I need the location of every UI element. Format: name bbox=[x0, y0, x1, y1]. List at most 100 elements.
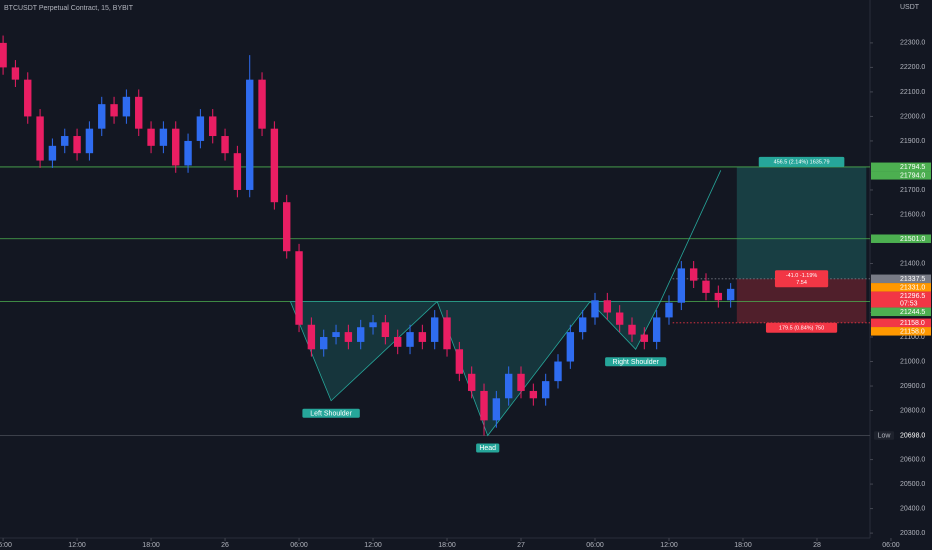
pattern-label-box bbox=[605, 357, 667, 367]
candle-body bbox=[24, 79, 32, 117]
candle-body bbox=[443, 317, 451, 350]
price-label: 21337.5 bbox=[900, 276, 925, 283]
position-label-box bbox=[774, 270, 829, 288]
position-label: -41.0 -1.19% bbox=[786, 273, 818, 279]
position-label-box bbox=[765, 322, 838, 333]
candle-body bbox=[258, 79, 266, 129]
x-tick-label: 06:00 bbox=[586, 542, 604, 549]
price-label-box bbox=[871, 431, 931, 440]
position-label: 7.54 bbox=[796, 280, 807, 286]
y-tick-label: 22200.0 bbox=[900, 64, 925, 71]
price-label: 21158.0 bbox=[900, 320, 925, 327]
y-tick-label: 21400.0 bbox=[900, 260, 925, 267]
price-label: 21331.0 bbox=[900, 284, 925, 291]
price-tag: Low bbox=[878, 433, 892, 440]
x-tick-label: 18:00 bbox=[438, 542, 456, 549]
candle-body bbox=[381, 322, 390, 338]
candle-body bbox=[640, 334, 649, 342]
pattern-label: Left Shoulder bbox=[310, 410, 352, 417]
price-label-box bbox=[871, 307, 931, 317]
candle-body bbox=[307, 324, 316, 350]
y-tick-label: 22100.0 bbox=[900, 89, 925, 96]
x-tick-label: 06:00 bbox=[290, 542, 308, 549]
candle-body bbox=[159, 128, 168, 146]
candle-body bbox=[430, 317, 439, 342]
x-tick-label: 12:00 bbox=[68, 542, 86, 549]
candle-body bbox=[61, 136, 69, 146]
candle-body bbox=[147, 128, 155, 146]
candle-body bbox=[98, 104, 106, 129]
candle-body bbox=[628, 324, 636, 335]
x-tick-label: 28 bbox=[813, 542, 821, 549]
candle-body bbox=[122, 96, 131, 117]
candle-body bbox=[85, 128, 94, 154]
candle-body bbox=[665, 302, 673, 318]
candle-body bbox=[295, 251, 303, 325]
candle-body bbox=[566, 332, 575, 362]
price-label-box bbox=[871, 274, 931, 284]
candle-body bbox=[517, 373, 525, 391]
candle-body bbox=[36, 116, 44, 161]
candle-body bbox=[369, 322, 377, 328]
currency-label: USDT bbox=[900, 4, 920, 11]
candle-body bbox=[714, 292, 723, 301]
candle-body bbox=[73, 136, 81, 154]
x-tick-label: 26 bbox=[221, 542, 229, 549]
y-tick-label: 21000.0 bbox=[900, 358, 925, 365]
candle-body bbox=[320, 337, 328, 350]
x-tick-label: 12:00 bbox=[660, 542, 678, 549]
candle-body bbox=[393, 337, 402, 347]
candle-body bbox=[726, 288, 735, 301]
price-label-box bbox=[871, 318, 931, 328]
candle-body bbox=[110, 104, 118, 117]
candle-body bbox=[48, 145, 57, 161]
price-label: 21244.5 bbox=[900, 309, 925, 316]
candle-body bbox=[11, 67, 20, 80]
candle-body bbox=[677, 268, 686, 303]
x-tick-label: 18:00 bbox=[734, 542, 752, 549]
price-label-box bbox=[871, 327, 931, 336]
chart-title: BTCUSDT Perpetual Contract, 15, BYBIT bbox=[4, 5, 134, 12]
candle-body bbox=[283, 202, 291, 252]
candle-body bbox=[135, 96, 143, 129]
price-label-box bbox=[871, 283, 931, 292]
candle-body bbox=[357, 327, 365, 342]
y-tick-label: 20500.0 bbox=[900, 481, 925, 488]
y-tick-label: 21900.0 bbox=[900, 138, 925, 145]
candle-body bbox=[578, 317, 587, 333]
y-tick-label: 20300.0 bbox=[900, 530, 925, 537]
y-tick-label: 20400.0 bbox=[900, 505, 925, 512]
candle-body bbox=[172, 128, 180, 166]
candle-body bbox=[270, 128, 279, 203]
pattern-projection bbox=[659, 170, 722, 302]
candle-body bbox=[209, 116, 217, 137]
price-label-box bbox=[871, 291, 931, 308]
candle-body bbox=[233, 153, 242, 190]
candle-body bbox=[603, 300, 612, 313]
pattern-label-box bbox=[476, 443, 500, 453]
candle-body bbox=[418, 332, 427, 342]
price-label: 21158.0 bbox=[900, 328, 925, 335]
candle-body bbox=[492, 398, 501, 421]
price-label: 21296.5 bbox=[900, 293, 925, 300]
x-tick-label: 12:00 bbox=[364, 542, 382, 549]
candle-body bbox=[591, 300, 599, 318]
candle-body bbox=[480, 390, 488, 421]
candle-body bbox=[0, 42, 7, 68]
x-tick-label: 18:00 bbox=[142, 542, 160, 549]
y-tick-label: 21700.0 bbox=[900, 187, 925, 194]
y-tick-label: 22000.0 bbox=[900, 113, 925, 120]
price-label: 21501.0 bbox=[900, 236, 925, 243]
price-countdown: 07:53 bbox=[900, 300, 918, 307]
price-label-box bbox=[871, 162, 931, 172]
candle-body bbox=[246, 79, 254, 190]
candle-body bbox=[529, 390, 538, 399]
target-zone bbox=[736, 166, 867, 279]
position-label: 179.5 (0.84%) 750 bbox=[779, 325, 824, 331]
y-tick-label: 21600.0 bbox=[900, 211, 925, 218]
candle-body bbox=[689, 268, 698, 281]
candle-body bbox=[332, 332, 340, 338]
candle-body bbox=[467, 373, 476, 391]
candle-body bbox=[196, 116, 205, 141]
